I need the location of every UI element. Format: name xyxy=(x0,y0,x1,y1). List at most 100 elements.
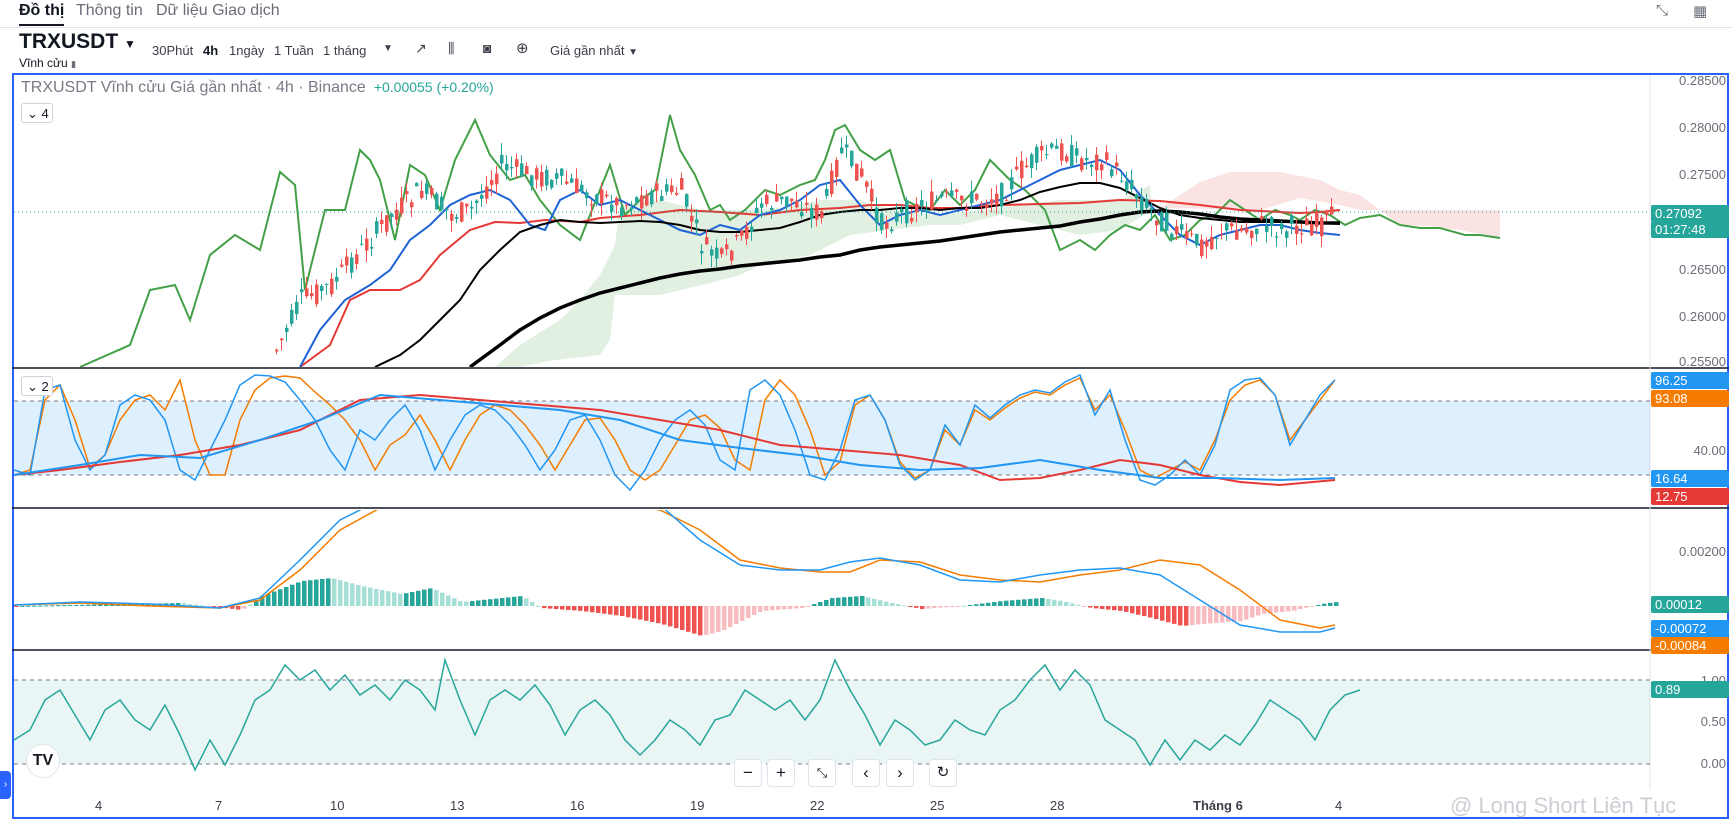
chart-legend: TRXUSDT Vĩnh cửu Giá gần nhất · 4h · Bin… xyxy=(21,79,494,97)
macd-hist-bar xyxy=(1208,606,1213,624)
stoch-collapse-button[interactable]: ⌄ 2 xyxy=(21,376,53,396)
candle-body xyxy=(980,203,984,205)
candle-body xyxy=(385,215,389,232)
date-axis-label: 4 xyxy=(95,798,103,813)
macd-hist-bar xyxy=(1016,599,1021,606)
tab-trading-data[interactable]: Dữ liệu Giao dịch xyxy=(156,2,280,19)
tradingview-logo[interactable]: TV xyxy=(26,744,60,778)
candle-body xyxy=(945,191,949,193)
candle-body xyxy=(330,278,334,295)
interval-30m[interactable]: 30Phút xyxy=(152,43,194,58)
candle-body xyxy=(885,222,889,229)
candle-body xyxy=(1185,231,1189,239)
candle-body xyxy=(1240,228,1244,232)
candle-body xyxy=(1000,183,1004,207)
candle-body xyxy=(1045,154,1049,156)
candle-body xyxy=(465,203,469,207)
macd-hist-bar xyxy=(830,598,835,606)
interval-1d[interactable]: 1ngày xyxy=(229,43,265,58)
candle-body xyxy=(775,192,779,202)
price-source-select[interactable]: Giá gần nhất ▼ xyxy=(550,43,638,58)
tab-info[interactable]: Thông tin xyxy=(76,2,143,19)
candle-body xyxy=(710,249,714,256)
refresh-button[interactable]: ↻ xyxy=(929,759,957,787)
macd-hist-bar xyxy=(1046,598,1051,606)
candlesticks[interactable] xyxy=(275,135,1334,355)
grid-layout-icon[interactable]: ▦ xyxy=(1693,3,1708,20)
macd-hist-bar xyxy=(1226,606,1231,623)
macd-hist-bar xyxy=(554,606,559,610)
macd-hist-bar xyxy=(38,605,43,607)
candle-body xyxy=(680,178,684,190)
macd-hist-bar xyxy=(1214,606,1219,623)
macd-hist-bar xyxy=(710,606,715,634)
candle-body xyxy=(1290,215,1294,224)
reset-zoom-button[interactable]: ⤡ xyxy=(808,759,836,787)
candle-body xyxy=(480,194,484,199)
macd-hist-bar xyxy=(734,606,739,624)
candle-body xyxy=(445,208,449,211)
macd-hist-bar xyxy=(326,578,331,606)
candle-body xyxy=(1035,146,1039,163)
candle-body xyxy=(535,168,539,180)
candle-body xyxy=(700,251,704,254)
sma-long xyxy=(468,209,1340,367)
scroll-right-button[interactable]: › xyxy=(886,759,914,787)
candle-body xyxy=(375,221,379,234)
macd-hist-bar xyxy=(1064,601,1069,606)
stoch-k-line xyxy=(14,373,1336,492)
macd-hist-bar xyxy=(1322,603,1327,606)
left-panel-toggle[interactable]: › xyxy=(0,771,11,799)
indicators-icon[interactable]: ↗ xyxy=(415,40,427,56)
macd-histogram xyxy=(14,578,1339,636)
interval-dropdown-icon[interactable]: ▼ xyxy=(383,43,393,54)
candle-body xyxy=(1065,156,1069,162)
candle-body xyxy=(1030,154,1034,169)
macd-hist-bar xyxy=(398,593,403,606)
macd-hist-bar xyxy=(296,582,301,606)
candle-body xyxy=(290,309,294,324)
candle-body xyxy=(395,209,399,220)
macd-hist-bar xyxy=(944,606,949,608)
candle-body xyxy=(1215,237,1219,239)
candle-body xyxy=(1310,224,1314,236)
macd-hist-bar xyxy=(356,584,361,606)
symbol-dropdown-icon[interactable]: ▼ xyxy=(124,37,136,51)
oscillator-pane[interactable] xyxy=(14,657,1650,772)
candle-body xyxy=(1075,148,1079,156)
main-price-pane[interactable] xyxy=(14,114,1650,367)
symbol-name[interactable]: TRXUSDT ▼ xyxy=(19,30,136,53)
candle-body xyxy=(595,194,599,204)
macd-hist-bar xyxy=(806,606,811,607)
candle-body xyxy=(855,163,859,181)
zoom-in-button[interactable]: + xyxy=(767,759,795,787)
scroll-left-button[interactable]: ‹ xyxy=(852,759,880,787)
macd-line-badge: -0.00072 xyxy=(1651,620,1729,637)
candle-body xyxy=(525,166,529,174)
camera-icon[interactable]: ◙ xyxy=(483,40,492,56)
candle-body xyxy=(475,200,479,204)
macd-hist-bar xyxy=(962,605,967,607)
interval-4h[interactable]: 4h xyxy=(203,43,219,58)
osc-axis-label: 0.00 xyxy=(1700,756,1726,771)
candle-type-icon[interactable]: ⫼ xyxy=(448,40,455,56)
zoom-out-button[interactable]: − xyxy=(734,759,762,787)
macd-hist-bar xyxy=(878,600,883,606)
add-icon[interactable]: ⊕ xyxy=(516,40,529,57)
interval-1m[interactable]: 1 tháng xyxy=(323,43,367,58)
candle-body xyxy=(325,283,329,285)
candle-body xyxy=(675,192,679,195)
interval-1w[interactable]: 1 Tuần xyxy=(274,43,314,58)
indicators-collapse-button[interactable]: ⌄ 4 xyxy=(21,103,53,123)
tab-chart[interactable]: Đồ thị xyxy=(19,2,65,26)
macd-hist-bar xyxy=(674,606,679,629)
chart-frame[interactable] xyxy=(12,73,1729,819)
price-axis-label: 0.25500 xyxy=(1679,354,1726,369)
macd-hist-bar xyxy=(650,606,655,622)
macd-hist-bar xyxy=(986,602,991,606)
macd-pane[interactable] xyxy=(14,488,1339,636)
stoch-rsi-pane[interactable] xyxy=(14,373,1650,492)
collapse-icon[interactable]: ⤡ xyxy=(1656,2,1669,19)
candle-body xyxy=(890,229,894,232)
